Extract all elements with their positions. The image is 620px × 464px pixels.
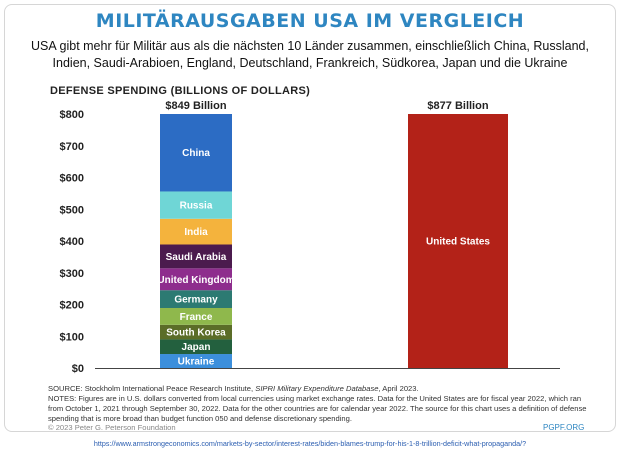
- y-tick-label: $300: [60, 268, 84, 280]
- chart-card: [4, 4, 616, 432]
- bar-segment-france: [160, 307, 232, 325]
- segment-label: France: [180, 312, 213, 323]
- bars: Ukraine Japan South Korea France Germany Unit…: [95, 100, 560, 369]
- source-url-link[interactable]: https://www.armstrongeconomics.com/marke…: [93, 439, 527, 448]
- copyright: © 2023 Peter G. Peterson Foundation: [48, 423, 176, 432]
- y-tick-label: $600: [60, 173, 84, 185]
- notes-text: NOTES: Figures are in U.S. dollars conve…: [48, 394, 587, 423]
- y-tick-label: $500: [60, 204, 84, 216]
- brand-link[interactable]: PGPF.ORG: [543, 423, 585, 432]
- page-subtitle: USA gibt mehr für Militär aus als die nä…: [31, 39, 589, 70]
- segment-label: South Korea: [166, 328, 226, 339]
- y-tick-label: $400: [60, 236, 84, 248]
- y-tick-label: $0: [72, 363, 84, 375]
- segment-label: Russia: [180, 201, 213, 212]
- y-axis: $0 $100 $200 $300 $400 $500 $600 $700 $800: [60, 109, 84, 375]
- segment-label: Saudi Arabia: [166, 252, 227, 263]
- bar-segment-south-korea: [160, 324, 232, 340]
- bar-segment-russia: [160, 191, 232, 219]
- bar-segment-saudi-arabia: [160, 244, 232, 269]
- source-database: SIPRI Military Expenditure Database: [255, 384, 379, 393]
- source-text: SOURCE: Stockholm International Peace Re…: [48, 384, 256, 393]
- segment-label: Germany: [174, 295, 218, 306]
- y-tick-label: $100: [60, 331, 84, 343]
- stacked-total-label: $849 Billion: [165, 100, 226, 112]
- segment-label: Japan: [182, 342, 211, 353]
- source-date: , April 2023.: [378, 384, 419, 393]
- y-tick-label: $800: [60, 109, 84, 121]
- us-total-label: $877 Billion: [427, 100, 488, 112]
- bar-label-united-states: United States: [426, 237, 490, 248]
- segment-label: India: [184, 227, 208, 238]
- bar-segment-germany: [160, 290, 232, 308]
- bar-segment-united-kingdom: [160, 268, 232, 291]
- bar-segment-ukraine: [160, 354, 232, 368]
- y-tick-label: $200: [60, 300, 84, 312]
- y-tick-label: $700: [60, 141, 84, 153]
- bar-united-states: [408, 114, 508, 368]
- bar-segment-india: [160, 218, 232, 245]
- bar-segment-china: [160, 114, 232, 192]
- bar-segment-japan: [160, 339, 232, 355]
- segment-label: China: [182, 148, 210, 159]
- segment-label: Ukraine: [178, 357, 215, 368]
- source-line: SOURCE: Stockholm International Peace Re…: [48, 384, 598, 394]
- chart-title: DEFENSE SPENDING (BILLIONS OF DOLLARS): [50, 85, 310, 97]
- page-title: MILITÄRAUSGABEN USA IM VERGLEICH: [95, 10, 525, 32]
- segment-label: United Kingdom: [157, 275, 234, 286]
